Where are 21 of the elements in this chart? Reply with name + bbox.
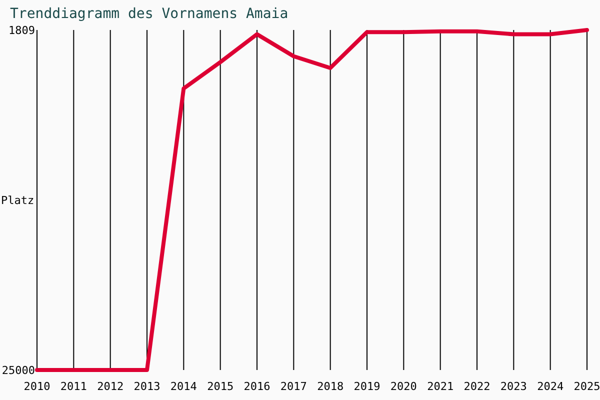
- y-axis-title: Platz: [1, 194, 34, 207]
- x-tick-label: 2025: [574, 380, 600, 393]
- x-tick-label: 2022: [464, 380, 490, 393]
- x-tick-label: 2024: [537, 380, 564, 393]
- x-tick-label: 2020: [390, 380, 417, 393]
- x-tick-label: 2010: [24, 380, 50, 393]
- x-tick-label: 2016: [244, 380, 270, 393]
- y-tick-label: 1809: [8, 24, 35, 37]
- x-tick-label: 2012: [97, 380, 124, 393]
- x-tick-label: 2011: [60, 380, 87, 393]
- y-tick-label: 25000: [2, 364, 35, 377]
- line-series: [35, 28, 589, 372]
- x-tick-label: 2015: [207, 380, 234, 393]
- x-tick-label: 2017: [280, 380, 307, 393]
- x-tick-label: 2014: [170, 380, 198, 393]
- x-tick-label: 2021: [427, 380, 454, 393]
- x-tick-label: 2013: [134, 380, 160, 393]
- chart-title: Trenddiagramm des Vornamens Amaia: [10, 6, 288, 22]
- x-tick-label: 2023: [500, 380, 527, 393]
- x-tick-label: 2019: [354, 380, 380, 393]
- x-tick-label: 2018: [317, 380, 344, 393]
